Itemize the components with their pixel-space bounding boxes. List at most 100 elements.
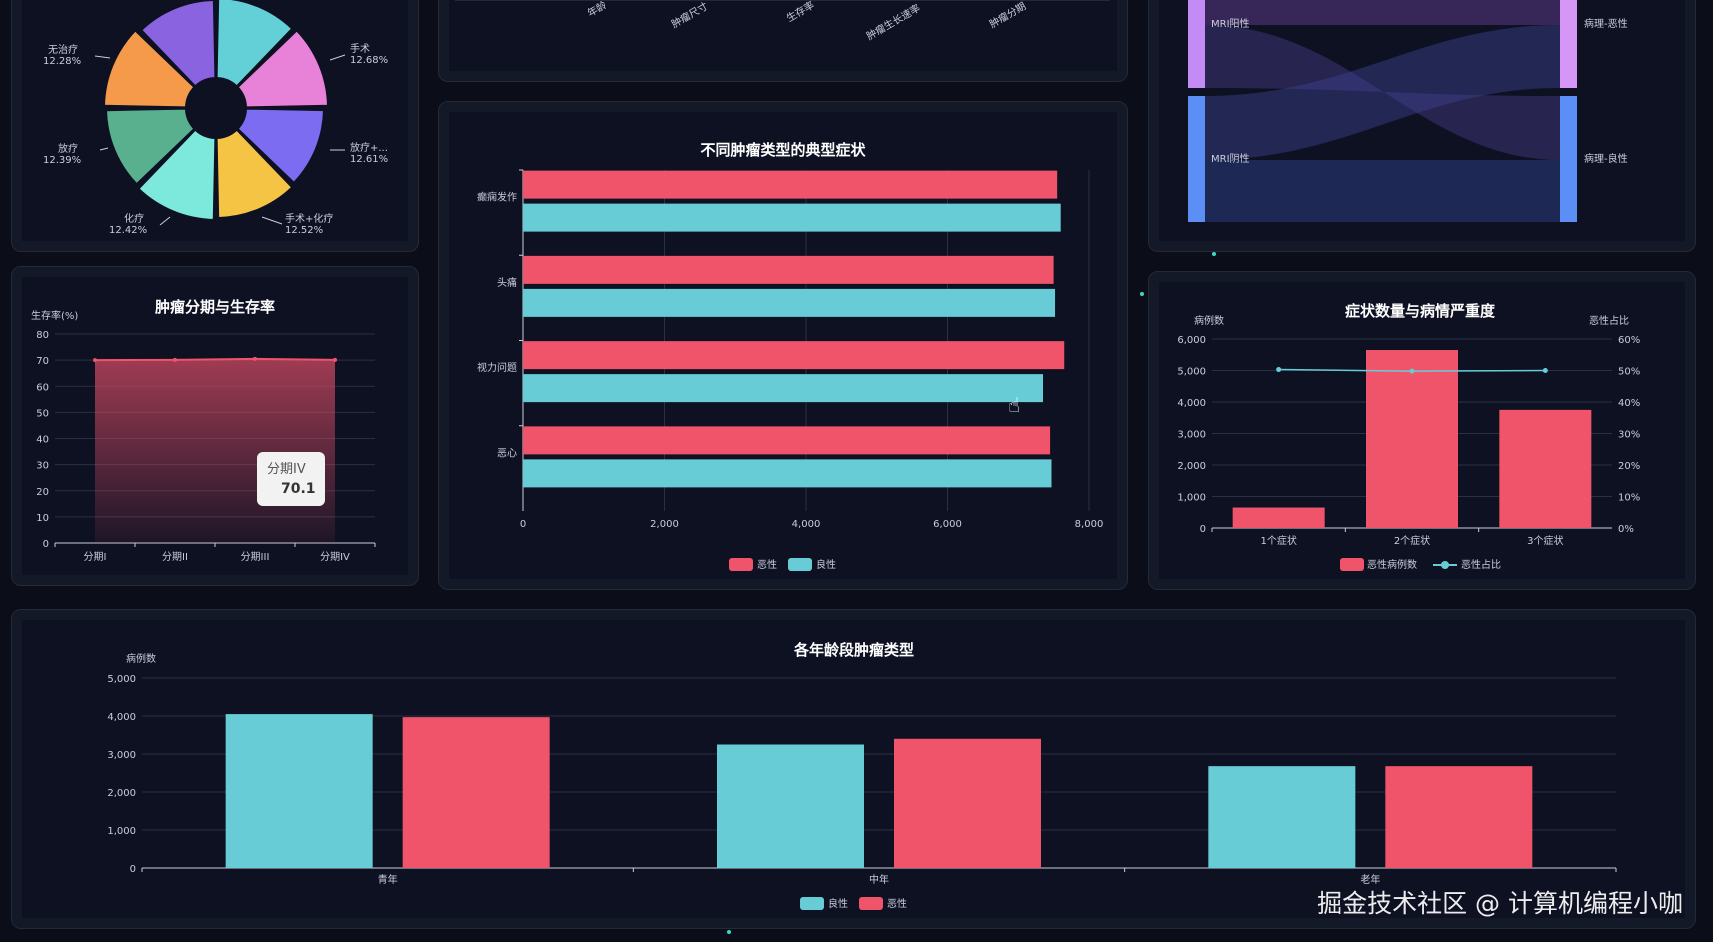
severity-ytick-label: 2,000 <box>1177 461 1206 472</box>
pie-label-name-2: 手术+化疗 <box>285 212 333 225</box>
sankey-node-mri-neg <box>1188 96 1205 222</box>
survival-chart: 0 10 20 30 40 50 60 70 80 分期I 分期II 分期III 分期IV <box>36 330 376 563</box>
survival-ytick-label: 80 <box>36 330 49 341</box>
survival-ytick-label: 20 <box>36 487 49 498</box>
age-ytick-label: 2,000 <box>107 788 136 799</box>
severity-ylabel-left: 病例数 <box>1194 314 1224 327</box>
top-tick-1: 肿瘤尺寸 <box>669 0 710 31</box>
survival-ytick-label: 40 <box>36 435 49 446</box>
legend-label-malignant: 恶性 <box>757 558 777 571</box>
survival-line <box>94 357 336 362</box>
sankey-label-path-ben: 病理-良性 <box>1584 152 1628 165</box>
legend-swatch-benign <box>788 558 812 571</box>
legend-label-benign: 良性 <box>816 558 836 571</box>
symptoms-category-label: 头痛 <box>497 276 517 289</box>
sankey-node-path-ben <box>1560 96 1577 222</box>
symptoms-title: 不同肿瘤类型的典型症状 <box>700 141 866 159</box>
severity-ylabel-right: 恶性占比 <box>1589 314 1629 327</box>
severity-ratio-point <box>1276 367 1282 373</box>
severity-y2tick-label: 50% <box>1618 367 1640 378</box>
sankey-link-neg-ben <box>1205 160 1560 222</box>
symptoms-xtick-label: 0 <box>520 519 526 530</box>
survival-xtick-label: 分期III <box>241 551 270 563</box>
sankey-label-path-mal: 病理-恶性 <box>1584 17 1628 30</box>
age-ylabel: 病例数 <box>126 652 156 665</box>
age-ytick-label: 4,000 <box>107 712 136 723</box>
legend-swatch-age-malignant <box>859 897 883 910</box>
pie-slice <box>105 107 196 186</box>
legend-label-mal-ratio: 恶性占比 <box>1461 558 1501 571</box>
top-tick-4: 肿瘤分期 <box>987 0 1028 31</box>
severity-ytick-label: 3,000 <box>1177 430 1206 441</box>
survival-point <box>93 358 97 363</box>
tooltip-label: 分期IV <box>267 462 306 477</box>
severity-bar <box>1366 350 1458 528</box>
legend-label-age-malignant: 恶性 <box>887 897 907 910</box>
severity-title: 症状数量与病情严重度 <box>1345 302 1496 320</box>
pie-label-pct-0: 12.68% <box>350 55 388 66</box>
legend-label-mal-cases: 恶性病例数 <box>1367 558 1417 571</box>
age-ytick-label: 0 <box>130 864 136 875</box>
age-bar-良性 <box>225 714 373 868</box>
severity-bar <box>1232 507 1325 528</box>
sankey-link-neg-mal <box>1205 25 1560 160</box>
decor-dot <box>727 930 731 934</box>
survival-point <box>253 356 257 361</box>
severity-ytick-label: 6,000 <box>1177 335 1206 346</box>
top-center-panel <box>438 0 1128 82</box>
age-ytick-label: 3,000 <box>107 750 136 761</box>
symptoms-bar-良性 <box>523 288 1056 317</box>
severity-chart: 0 1,000 2,000 3,000 4,000 5,000 6,000 0% 10% 20% 3… <box>1177 335 1640 547</box>
survival-point <box>333 357 337 362</box>
pie-label-name-5: 无治疗 <box>48 43 78 56</box>
age-bar-良性 <box>1208 766 1356 868</box>
pie-label-name-1: 放疗+... <box>350 141 388 154</box>
survival-ytick-label: 60 <box>36 382 49 393</box>
survival-ytick-label: 10 <box>36 513 49 524</box>
survival-ylabel: 生存率(%) <box>31 309 78 322</box>
severity-y2tick-label: 20% <box>1618 461 1640 472</box>
legend-swatch-age-benign <box>800 897 824 910</box>
age-bar-良性 <box>717 744 864 868</box>
symptoms-bar-良性 <box>523 459 1052 488</box>
survival-xtick-label: 分期I <box>84 551 107 563</box>
age-xtick-label: 中年 <box>869 873 889 886</box>
symptoms-category-label: 癫痫发作 <box>477 191 517 204</box>
severity-ytick-label: 5,000 <box>1177 367 1206 378</box>
top-tick-0: 年龄 <box>585 0 609 20</box>
pie-leader-line <box>159 216 171 226</box>
symptoms-bar-恶性 <box>523 426 1051 455</box>
legend-label-age-benign: 良性 <box>828 897 848 910</box>
survival-xtick-label: 分期II <box>162 551 188 563</box>
sankey-label-mri-pos: MRI阳性 <box>1211 17 1250 30</box>
sankey-chart: MRI阳性 MRI阴性 病理-恶性 病理-良性 <box>1188 0 1628 222</box>
pie-slice <box>140 0 217 88</box>
treatment-pie-chart <box>94 0 346 226</box>
legend-dot-mal-ratio <box>1441 561 1449 569</box>
survival-tooltip: 分期IV 70.1 <box>257 452 325 506</box>
pie-label-pct-4: 12.39% <box>43 155 81 166</box>
survival-xtick-label: 分期IV <box>320 551 350 563</box>
age-xtick-label: 老年 <box>1360 873 1380 886</box>
symptoms-bar-良性 <box>523 374 1044 403</box>
survival-area <box>95 358 335 543</box>
symptoms-xtick-label: 8,000 <box>1075 519 1104 530</box>
pie-leader-line <box>94 55 111 59</box>
severity-xtick-label: 1个症状 <box>1260 534 1296 547</box>
pie-labels: 手术 12.68% 放疗+... 12.61% 手术+化疗 12.52% 化疗 … <box>43 42 388 236</box>
sankey-link-pos-mal <box>1205 0 1560 25</box>
pie-label-pct-2: 12.52% <box>285 225 323 236</box>
symptoms-category-label: 视力问题 <box>477 361 517 374</box>
severity-panel <box>1148 271 1696 590</box>
severity-ytick-label: 0 <box>1200 524 1206 535</box>
pie-slice <box>215 128 294 219</box>
decor-dot <box>1140 292 1144 296</box>
pie-label-name-3: 化疗 <box>124 212 144 225</box>
age-xtick-label: 青年 <box>378 873 398 886</box>
age-bar-恶性 <box>894 738 1041 868</box>
symptoms-bar-良性 <box>523 203 1061 232</box>
severity-ytick-label: 4,000 <box>1177 398 1206 409</box>
pie-leader-line <box>99 147 109 151</box>
severity-xtick-label: 3个症状 <box>1527 534 1563 547</box>
